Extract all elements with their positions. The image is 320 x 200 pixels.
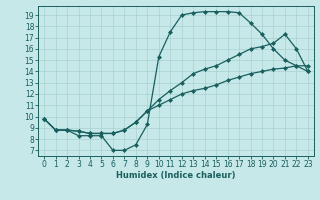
X-axis label: Humidex (Indice chaleur): Humidex (Indice chaleur) xyxy=(116,171,236,180)
